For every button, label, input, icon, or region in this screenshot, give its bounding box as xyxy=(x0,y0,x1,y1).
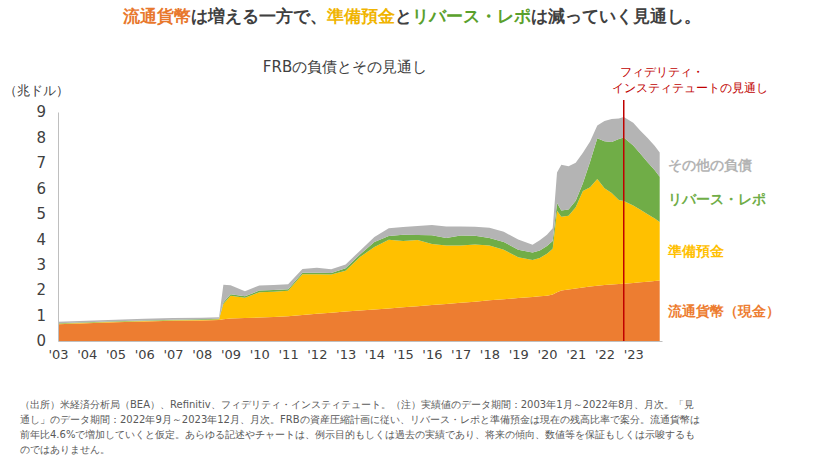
x-tick: '22 xyxy=(595,341,615,362)
x-tick-label: '11 xyxy=(279,347,299,362)
headline-part: 流通貨幣 xyxy=(122,6,191,26)
y-tick-label: 3 xyxy=(36,256,46,274)
x-tick-label: '19 xyxy=(509,347,529,362)
x-tick-label: '04 xyxy=(77,347,97,362)
x-tick-label: '18 xyxy=(480,347,500,362)
annotation-text: インスティテュートの見通し xyxy=(612,81,768,95)
y-tick: 7 xyxy=(36,154,58,172)
x-tick: '23 xyxy=(624,341,644,362)
x-tick: '08 xyxy=(192,341,212,362)
x-tick: '09 xyxy=(221,341,241,362)
x-tick: '21 xyxy=(566,341,586,362)
series-label: その他の負債 xyxy=(668,157,752,173)
annotation-text: フィデリティ・ xyxy=(620,65,704,79)
x-tick: '07 xyxy=(163,341,183,362)
x-tick-label: '05 xyxy=(106,347,126,362)
y-axis: 0 1 2 3 4 5 6 7 8 9 xyxy=(36,103,58,350)
x-tick-label: '23 xyxy=(624,347,644,362)
x-tick: '12 xyxy=(307,341,327,362)
x-tick-label: '17 xyxy=(451,347,471,362)
x-axis-line xyxy=(59,341,663,342)
source-note: 前年比4.6%で増加していくと仮定。あらゆる記述やチャートは、例示目的もしくは過… xyxy=(20,429,695,440)
forecast-line xyxy=(623,100,625,341)
area-series xyxy=(58,117,660,323)
x-tick: '18 xyxy=(480,341,500,362)
x-tick-label: '12 xyxy=(307,347,327,362)
x-tick: '19 xyxy=(509,341,529,362)
x-tick: '15 xyxy=(394,341,414,362)
y-tick: 9 xyxy=(36,103,58,121)
headline: 流通貨幣は増える一方で、準備預金とリバース・レポは減っていく見通し。 xyxy=(122,6,701,26)
y-tick: 5 xyxy=(36,205,58,223)
x-tick-label: '16 xyxy=(422,347,442,362)
y-tick-label: 0 xyxy=(36,332,46,350)
series-label: 準備預金 xyxy=(667,243,725,259)
y-tick: 0 xyxy=(36,332,58,350)
x-tick: '11 xyxy=(279,341,299,362)
source-note: のではありません。 xyxy=(20,444,110,455)
x-tick-label: '22 xyxy=(595,347,615,362)
y-tick-label: 4 xyxy=(36,231,46,249)
plot-area xyxy=(58,117,660,341)
x-tick: '10 xyxy=(250,341,270,362)
y-tick-label: 9 xyxy=(36,103,46,121)
x-tick-label: '10 xyxy=(250,347,270,362)
x-tick: '06 xyxy=(135,341,155,362)
y-tick: 1 xyxy=(36,307,58,325)
x-tick: '04 xyxy=(77,341,97,362)
chart: 流通貨幣は増える一方で、準備預金とリバース・レポは減っていく見通し。FRBの負債… xyxy=(0,0,825,464)
headline-part: 準備預金 xyxy=(326,6,395,26)
x-tick-label: '07 xyxy=(163,347,183,362)
y-axis-line xyxy=(58,113,59,342)
y-tick: 8 xyxy=(36,129,58,147)
series-label: 流通貨幣（現金） xyxy=(667,303,780,319)
x-tick-label: '20 xyxy=(537,347,557,362)
x-tick-label: '15 xyxy=(394,347,414,362)
headline-part: は増える一方で、 xyxy=(191,6,327,26)
y-tick: 2 xyxy=(36,281,58,299)
series-label: リバース・レポ xyxy=(668,191,766,207)
x-tick-label: '06 xyxy=(135,347,155,362)
y-axis-label: （兆ドル） xyxy=(4,83,69,98)
x-tick-label: '14 xyxy=(365,347,385,362)
x-tick: '05 xyxy=(106,341,126,362)
x-tick: '16 xyxy=(422,341,442,362)
y-tick-label: 2 xyxy=(36,281,46,299)
x-tick: '13 xyxy=(336,341,356,362)
headline-part: と xyxy=(395,6,412,26)
area-series xyxy=(58,137,660,323)
source-note: 通し」のデータ期間：2022年9月～2023年12月、月次。FRBの資産圧縮計画… xyxy=(20,414,700,425)
x-axis: '03 '04 '05 '06 '07 '08 '09 '10 '11 '12 '13 '14 '15 '… xyxy=(48,341,662,362)
x-tick-label: '09 xyxy=(221,347,241,362)
x-tick: '17 xyxy=(451,341,471,362)
headline-part: リバース・レポ xyxy=(412,6,531,26)
y-tick-label: 8 xyxy=(36,129,46,147)
x-tick-label: '21 xyxy=(566,347,586,362)
x-tick: '20 xyxy=(537,341,557,362)
x-tick-label: '03 xyxy=(48,347,68,362)
x-tick: '14 xyxy=(365,341,385,362)
x-tick-label: '13 xyxy=(336,347,356,362)
chart-title: FRBの負債とその見通し xyxy=(263,58,427,76)
source-note: （出所）米経済分析局（BEA）、Refinitiv、フィデリティ・インスティテュ… xyxy=(20,399,694,410)
y-tick-label: 7 xyxy=(36,154,46,172)
y-tick: 6 xyxy=(36,180,58,198)
x-tick: '03 xyxy=(48,341,68,362)
y-tick-label: 1 xyxy=(36,307,46,325)
y-tick-label: 5 xyxy=(36,205,46,223)
y-tick: 3 xyxy=(36,256,58,274)
x-tick-label: '08 xyxy=(192,347,212,362)
y-tick: 4 xyxy=(36,231,58,249)
headline-part: は減っていく見通し。 xyxy=(531,6,701,26)
y-tick-label: 6 xyxy=(36,180,46,198)
